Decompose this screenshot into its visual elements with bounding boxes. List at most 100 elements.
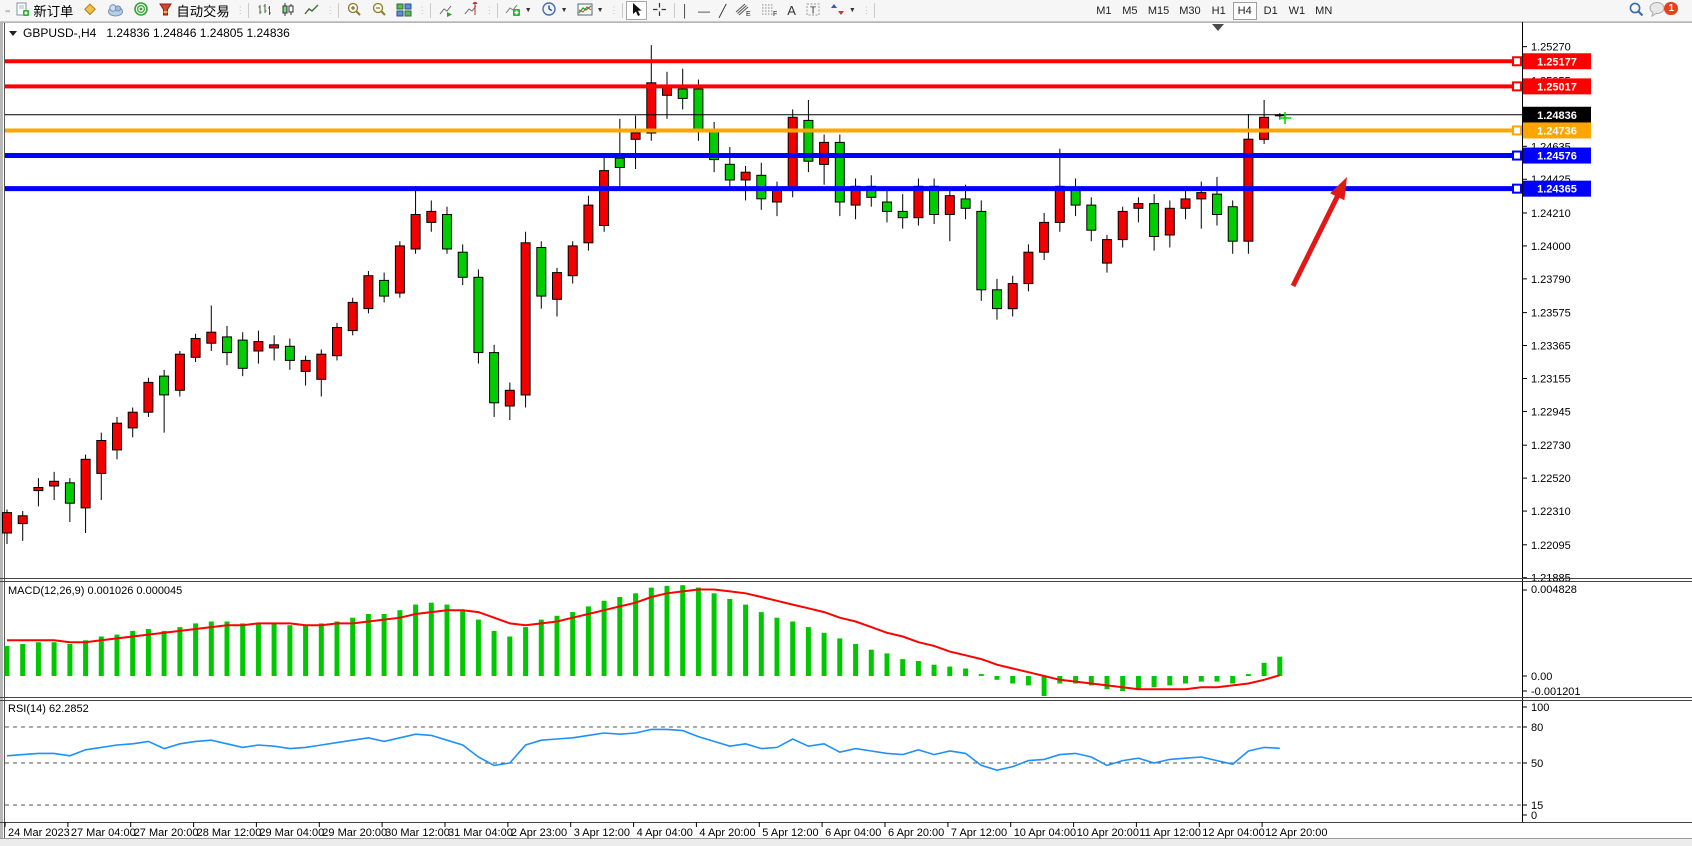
svg-text:1.24210: 1.24210 xyxy=(1531,208,1571,220)
svg-text:1.23365: 1.23365 xyxy=(1531,341,1571,353)
auto-scroll-button[interactable] xyxy=(434,1,458,20)
auto-scroll-icon xyxy=(438,2,454,20)
candle xyxy=(1149,203,1160,238)
chart-shift-marker[interactable] xyxy=(1212,24,1224,31)
macd-histogram-bar xyxy=(1214,676,1220,682)
indicators-button[interactable]: ▼ xyxy=(501,1,536,20)
svg-text:1.23790: 1.23790 xyxy=(1531,274,1571,286)
timeframe-button-m15[interactable]: M15 xyxy=(1144,2,1173,20)
svg-text:E: E xyxy=(746,11,751,17)
price-badge-label: 1.25017 xyxy=(1537,81,1577,93)
tile-windows-button[interactable] xyxy=(392,1,416,20)
macd-histogram-bar xyxy=(774,617,780,676)
macd-histogram-bar xyxy=(821,632,827,676)
macd-histogram-bar xyxy=(633,593,639,676)
candles-layer xyxy=(2,45,1285,545)
crosshair-tool-button[interactable] xyxy=(648,1,671,20)
zoom-out-button[interactable] xyxy=(367,1,391,20)
horizontal-line-tool-button[interactable]: — xyxy=(694,1,714,20)
svg-text:1.22310: 1.22310 xyxy=(1531,506,1571,518)
cursor-tool-button[interactable] xyxy=(625,1,647,20)
svg-text:1.23155: 1.23155 xyxy=(1531,373,1571,385)
date-label: 4 Apr 04:00 xyxy=(637,827,693,839)
zoom-in-button[interactable] xyxy=(342,1,366,20)
candle xyxy=(552,272,562,300)
svg-text:1.24000: 1.24000 xyxy=(1531,241,1571,253)
candle xyxy=(740,171,751,181)
macd-histogram-bar xyxy=(334,621,340,676)
group-handle: ⋮ xyxy=(484,5,494,15)
macd-histogram-bar xyxy=(1151,676,1157,688)
macd-histogram-bar xyxy=(193,623,199,676)
crosshair-icon xyxy=(652,2,667,20)
macd-histogram-bar xyxy=(4,645,10,676)
text-label-tool-button[interactable]: T xyxy=(801,1,825,20)
toolbar-drag-handle[interactable]: ▪▪ xyxy=(5,5,10,16)
timeframe-button-mn[interactable]: MN xyxy=(1311,2,1336,20)
toolbar-right: 1 xyxy=(1628,1,1688,21)
line-chart-type-button[interactable] xyxy=(300,1,324,20)
signals-button[interactable] xyxy=(129,1,153,20)
trendline-tool-button[interactable]: ╱ xyxy=(715,1,730,20)
date-label: 2 Apr 23:00 xyxy=(511,827,567,839)
arrows-tool-button[interactable]: ▼ xyxy=(826,1,860,20)
symbol-title[interactable]: GBPUSD-,H4 1.24836 1.24846 1.24805 1.248… xyxy=(9,26,290,40)
fibonacci-tool-button[interactable]: F xyxy=(757,1,782,20)
candle xyxy=(473,276,484,354)
macd-histogram-bar xyxy=(350,617,356,676)
candle xyxy=(897,210,908,219)
date-label: 12 Apr 20:00 xyxy=(1265,827,1327,839)
timeframe-button-w1[interactable]: W1 xyxy=(1285,2,1310,20)
svg-text:0: 0 xyxy=(1531,810,1537,822)
macd-histogram-bar xyxy=(161,630,167,676)
templates-button[interactable]: ▼ xyxy=(573,1,608,20)
timeframe-button-d1[interactable]: D1 xyxy=(1259,2,1283,20)
vertical-line-tool-button[interactable]: │ xyxy=(678,1,694,20)
price-badge-label: 1.24576 xyxy=(1537,151,1577,163)
toolbar-separator xyxy=(873,3,875,18)
search-icon[interactable] xyxy=(1628,1,1645,21)
macd-histogram-bar xyxy=(523,627,529,676)
chat-bubble-icon[interactable] xyxy=(1649,1,1666,20)
macd-histogram-bar xyxy=(208,621,214,676)
timeframe-button-h4[interactable]: H4 xyxy=(1232,1,1257,20)
candle xyxy=(504,389,515,407)
bar-chart-type-button[interactable] xyxy=(252,1,276,20)
macd-histogram-bar xyxy=(1198,676,1204,682)
timeframe-button-h1[interactable]: H1 xyxy=(1207,2,1231,20)
timeframe-button-m1[interactable]: M1 xyxy=(1092,2,1116,20)
macd-histogram-bar xyxy=(428,602,434,676)
macd-histogram-bar xyxy=(994,676,1000,680)
macd-histogram-bar xyxy=(35,642,41,676)
community-button[interactable] xyxy=(103,1,128,20)
macd-histogram-bar xyxy=(413,604,419,676)
macd-histogram-bar xyxy=(98,636,104,676)
macd-histogram-bar xyxy=(743,604,749,676)
market-watch-button[interactable] xyxy=(78,1,102,20)
tile-windows-icon xyxy=(396,2,412,20)
macd-signal-line xyxy=(7,588,1281,691)
candle xyxy=(630,132,641,140)
macd-histogram-bar xyxy=(1025,676,1031,686)
new-order-button[interactable]: 新订单 xyxy=(11,1,77,20)
auto-trading-button[interactable]: 自动交易 xyxy=(154,1,233,20)
chevron-down-icon: ▼ xyxy=(848,7,856,14)
candle xyxy=(536,247,547,297)
hlines-layer[interactable] xyxy=(5,56,1522,194)
macd-histogram-bar xyxy=(475,619,481,676)
chart-shift-button[interactable] xyxy=(459,0,483,20)
line-chart-icon xyxy=(304,2,320,20)
candle xyxy=(253,341,264,352)
candle xyxy=(159,375,170,396)
text-tool-button[interactable]: A xyxy=(783,1,800,20)
periods-button[interactable]: ▼ xyxy=(537,1,572,20)
equidistant-channel-tool-button[interactable]: E xyxy=(731,1,756,20)
timeframe-button-m30[interactable]: M30 xyxy=(1175,2,1204,20)
candle xyxy=(143,381,154,413)
horizontal-line-icon: — xyxy=(698,3,710,18)
trend-arrow-annotation[interactable] xyxy=(1290,177,1347,288)
candlestick-chart-type-button[interactable] xyxy=(277,1,299,20)
notification-badge[interactable]: 1 xyxy=(1664,2,1678,15)
timeframe-button-m5[interactable]: M5 xyxy=(1118,2,1142,20)
